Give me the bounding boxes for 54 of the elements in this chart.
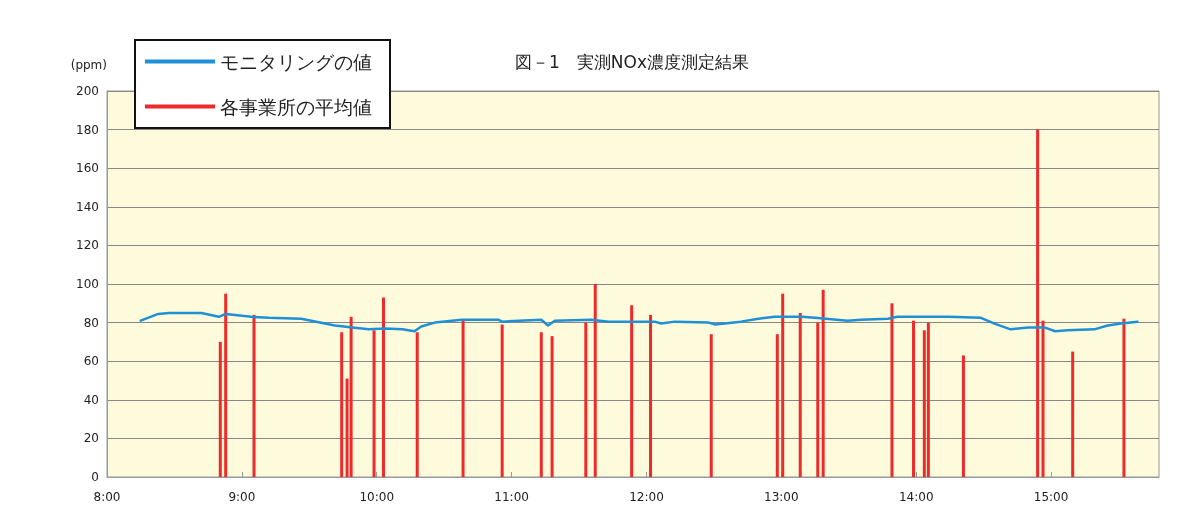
bar: [1071, 351, 1075, 477]
x-tick-label: 12:00: [629, 490, 664, 504]
bar: [775, 334, 779, 477]
bar: [798, 312, 802, 477]
y-axis-title: (ppm): [70, 58, 107, 72]
legend-label: モニタリングの値: [220, 50, 372, 73]
bar: [550, 336, 554, 477]
x-tick-label: 15:00: [1033, 490, 1069, 504]
bar: [539, 332, 543, 477]
bar: [821, 289, 825, 477]
y-tick-label: 0: [91, 470, 99, 484]
bar: [349, 316, 353, 477]
y-tick-label: 40: [83, 392, 99, 407]
x-tick-label: 13:00: [764, 490, 799, 504]
bar: [1041, 320, 1045, 477]
bar: [372, 330, 376, 477]
bar: [593, 284, 597, 477]
y-tick-label: 60: [83, 354, 99, 369]
y-tick-label: 200: [76, 84, 99, 98]
y-tick-label: 20: [83, 431, 99, 446]
y-tick-label: 140: [76, 199, 99, 214]
bar: [649, 314, 653, 477]
bar: [224, 293, 228, 477]
x-tick-label: 10:00: [359, 490, 395, 504]
bar: [816, 322, 820, 477]
bar: [584, 322, 588, 477]
x-tick-label: 14:00: [898, 490, 934, 504]
bar: [252, 314, 256, 477]
bar: [500, 324, 504, 477]
legend-label: 各事業所の平均値: [220, 95, 372, 118]
bar: [890, 303, 894, 477]
bar: [630, 305, 634, 477]
y-tick-label: 80: [83, 315, 99, 330]
y-tick-label: 180: [76, 122, 99, 137]
bar: [1036, 129, 1040, 477]
bar: [912, 320, 916, 477]
bar: [381, 297, 385, 477]
y-tick-label: 100: [76, 277, 99, 291]
bar: [781, 293, 785, 477]
chart-title: 図－1 実測NOx濃度測定結果: [515, 51, 749, 72]
line-series: [139, 311, 1139, 333]
x-tick-label: 11:00: [494, 490, 529, 504]
x-tick-label: 8:00: [93, 490, 121, 504]
bar: [461, 320, 465, 477]
bar: [926, 322, 930, 477]
bar: [1122, 318, 1126, 477]
bar: [709, 334, 713, 477]
y-tick-label: 160: [76, 161, 99, 176]
bar: [961, 355, 965, 477]
bar: [218, 341, 222, 477]
bar: [415, 332, 419, 477]
x-tick-label: 9:00: [228, 490, 256, 504]
y-tick-label: 120: [76, 238, 99, 253]
bar: [340, 332, 344, 477]
